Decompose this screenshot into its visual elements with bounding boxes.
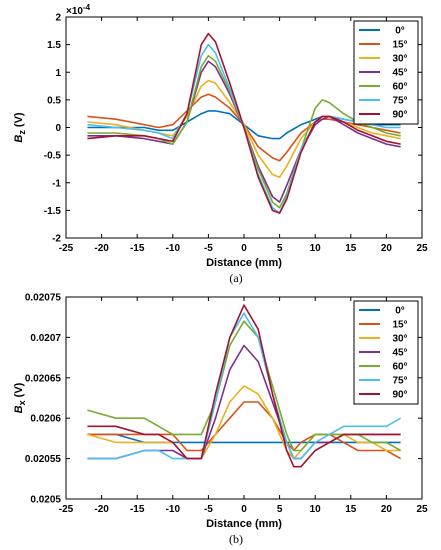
chart-a-y-tick-label: 2 — [55, 13, 61, 24]
chart-b-series-line-2 — [87, 385, 401, 460]
chart-a-x-tick-label: -10 — [166, 243, 181, 254]
chart-a-y-axis-label: Bz (V) — [13, 112, 27, 143]
chart-a-legend-label-4: 60° — [392, 82, 407, 93]
chart-b-x-tick-label: -15 — [130, 504, 145, 515]
chart-b-series-line-1 — [87, 401, 401, 460]
chart-a-legend-label-1: 15° — [392, 40, 407, 51]
chart-a-legend-label-0: 0° — [395, 26, 405, 37]
chart-b-y-tick-label: 0.0205 — [30, 495, 61, 506]
chart-a-x-tick-label: 20 — [381, 243, 393, 254]
chart-a-series-line-6 — [87, 32, 401, 214]
chart-a-y-multiplier: ×10-4 — [66, 3, 91, 17]
chart-b-series-line-5 — [87, 312, 401, 460]
chart-a-x-tick-label: 0 — [241, 243, 247, 254]
chart-b-x-tick-label: 5 — [277, 504, 283, 515]
chart-a-y-tick-label: -0.5 — [44, 151, 62, 162]
chart-b-y-tick-label: 0.0207 — [30, 333, 61, 344]
chart-b-series-line-6 — [87, 304, 401, 468]
chart-a-x-tick-label: -15 — [130, 243, 145, 254]
chart-b-x-tick-label: 20 — [381, 504, 393, 515]
chart-b-x-tick-label: 25 — [416, 504, 428, 515]
chart-a-series-line-5 — [87, 43, 401, 214]
chart-b-legend-label-0: 0° — [395, 306, 405, 317]
chart-a-x-tick-label: 10 — [310, 243, 322, 254]
chart-a-x-tick-label: -20 — [94, 243, 109, 254]
chart-b-legend-label-4: 60° — [392, 362, 407, 373]
chart-b-legend-label-1: 15° — [392, 320, 407, 331]
chart-b-legend-label-2: 30° — [392, 334, 407, 345]
chart-a-y-tick-label: -2 — [52, 234, 61, 245]
chart-b-x-tick-label: -10 — [166, 504, 181, 515]
chart-b-x-axis-label: Distance (mm) — [206, 518, 282, 530]
chart-b-x-tick-label: 10 — [310, 504, 322, 515]
chart-a-legend-label-5: 75° — [392, 96, 407, 107]
chart-a-x-tick-label: 5 — [277, 243, 283, 254]
chart-b-x-tick-label: -5 — [204, 504, 213, 515]
chart-a-y-tick-label: 1 — [55, 68, 61, 79]
chart-a-y-tick-label: -1 — [52, 178, 61, 189]
chart-b-x-tick-label: 0 — [241, 504, 247, 515]
chart-a-x-tick-label: -25 — [59, 243, 74, 254]
chart-a-x-tick-label: 25 — [416, 243, 428, 254]
chart-b-y-tick-label: 0.02065 — [25, 373, 62, 384]
chart-a-x-tick-label: -5 — [204, 243, 213, 254]
chart-b-y-tick-label: 0.02055 — [25, 454, 62, 465]
chart-b-x-tick-label: -20 — [94, 504, 109, 515]
chart-a-legend-label-3: 45° — [392, 68, 407, 79]
chart-a-y-tick-label: 0 — [55, 123, 61, 134]
chart-b-x-tick-label: -25 — [59, 504, 74, 515]
chart-a-y-tick-label: 1.5 — [47, 40, 61, 51]
chart-a-legend-label-6: 90° — [392, 110, 407, 121]
chart-b-y-tick-label: 0.0206 — [30, 414, 61, 425]
chart-a-y-tick-label: -1.5 — [44, 206, 62, 217]
chart-b-y-tick-label: 0.02075 — [25, 293, 62, 304]
chart-a-series-line-4 — [87, 54, 401, 209]
chart-b-legend-label-5: 75° — [392, 376, 407, 387]
chart-b-legend-label-6: 90° — [392, 390, 407, 401]
chart-a-caption: (a) — [229, 271, 242, 285]
chart-a-x-axis-label: Distance (mm) — [206, 257, 282, 269]
chart-b-legend-label-3: 45° — [392, 348, 407, 359]
chart-b-caption: (b) — [229, 532, 243, 546]
chart-a-y-tick-label: 0.5 — [47, 95, 61, 106]
chart-a-x-tick-label: 15 — [345, 243, 357, 254]
chart-b-x-tick-label: 15 — [345, 504, 357, 515]
chart-a-legend-label-2: 30° — [392, 54, 407, 65]
chart-b-y-axis-label: Bx (V) — [13, 382, 27, 413]
